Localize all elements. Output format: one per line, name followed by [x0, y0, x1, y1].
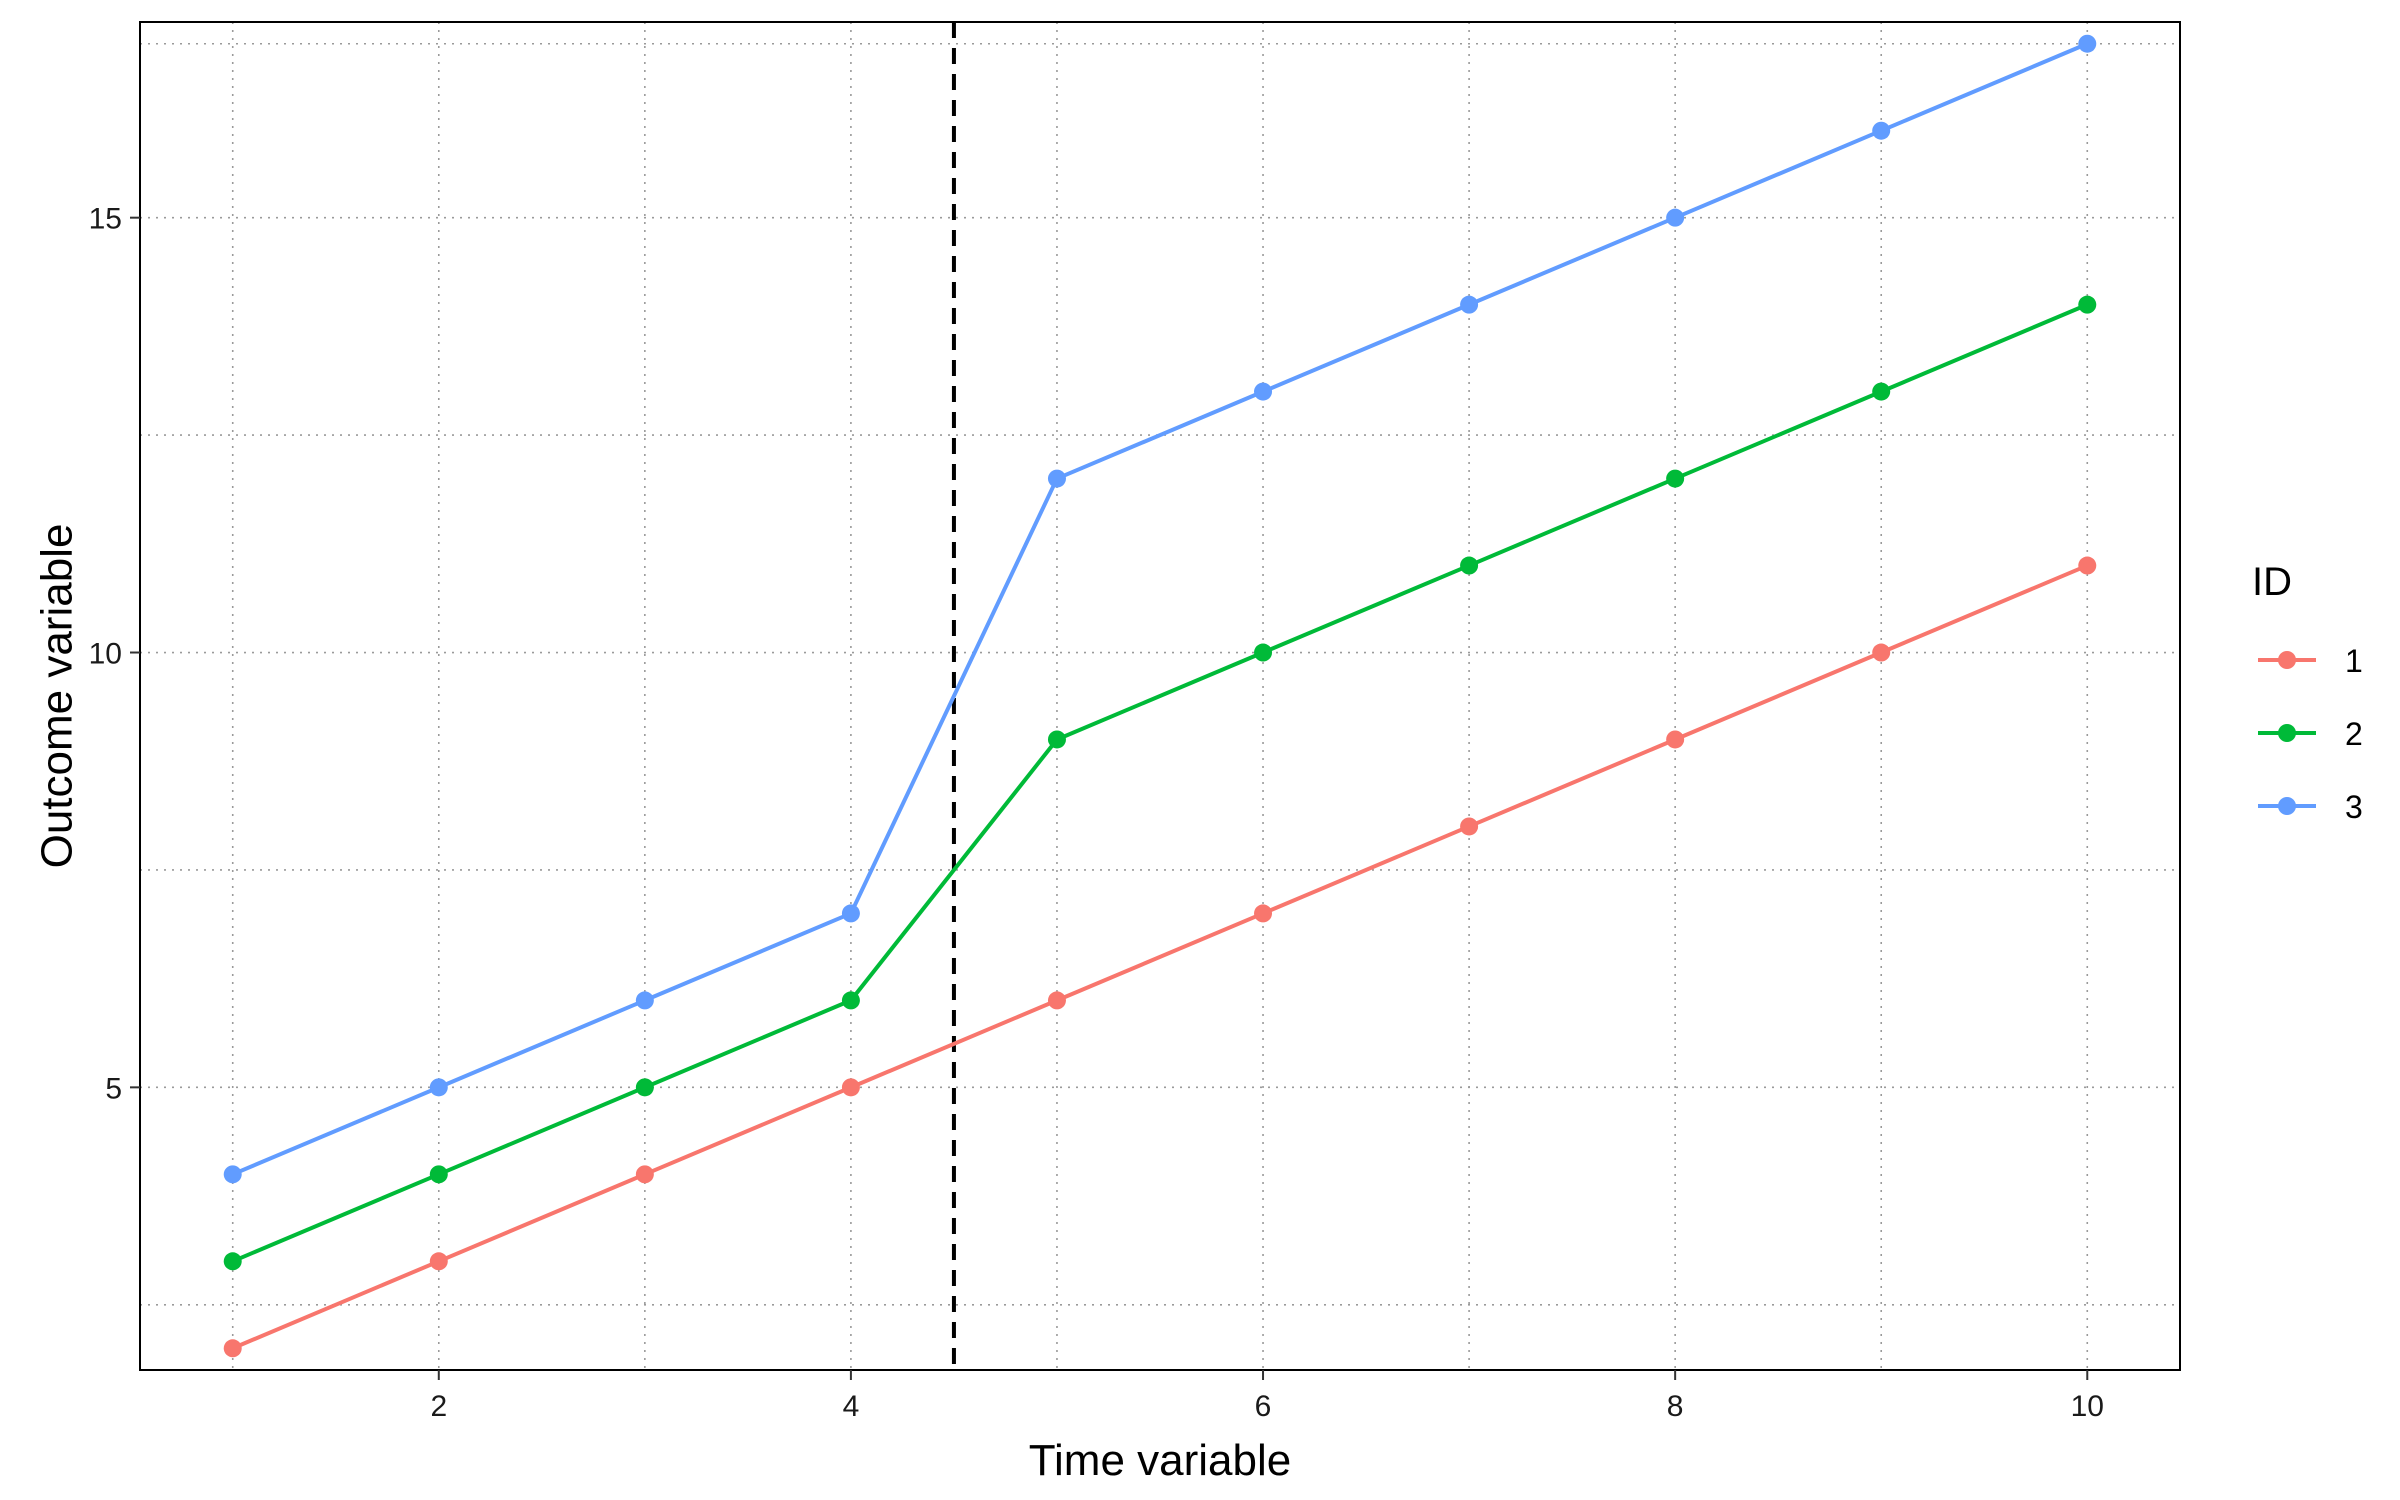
series-line-2 [231, 302, 2089, 1264]
data-point [1872, 643, 1891, 662]
legend-key-point [2278, 651, 2296, 669]
x-axis-title: Time variable [1029, 1436, 1291, 1485]
y-tick-label: 5 [105, 1072, 122, 1105]
y-axis-title: Outcome variable [32, 524, 81, 869]
plot-panel-border [139, 21, 2181, 1371]
data-point [1460, 556, 1479, 575]
data-point [1047, 730, 1066, 749]
data-point [1254, 382, 1273, 401]
series-3 [223, 34, 2097, 1184]
data-point [223, 1165, 242, 1184]
x-tick-label: 8 [1667, 1390, 1684, 1423]
data-point [429, 1252, 448, 1271]
legend-item-1: 1 [2258, 643, 2363, 679]
data-point [1047, 469, 1066, 488]
data-point [1460, 817, 1479, 836]
series-2 [223, 295, 2097, 1271]
series-1 [223, 556, 2097, 1358]
data-point [1254, 643, 1273, 662]
legend-title: ID [2252, 560, 2292, 604]
x-tick-label: 2 [430, 1390, 447, 1423]
data-point [1666, 730, 1685, 749]
data-point [841, 1078, 860, 1097]
legend-key-point [2278, 724, 2296, 742]
series-line-1 [231, 563, 2089, 1351]
data-point [2078, 34, 2097, 53]
x-tick-label: 6 [1255, 1390, 1272, 1423]
legend-key-point [2278, 797, 2296, 815]
data-point [429, 1165, 448, 1184]
data-point [1460, 295, 1479, 314]
data-point [841, 991, 860, 1010]
data-point [223, 1252, 242, 1271]
x-tick-label: 4 [843, 1390, 860, 1423]
data-point [1872, 121, 1891, 140]
data-point [635, 1165, 654, 1184]
data-point [635, 991, 654, 1010]
data-point [2078, 556, 2097, 575]
data-point [1666, 469, 1685, 488]
legend-item-2: 2 [2258, 716, 2363, 752]
data-point [429, 1078, 448, 1097]
x-tick-label: 10 [2071, 1390, 2104, 1423]
data-point [1254, 904, 1273, 923]
data-point [223, 1339, 242, 1358]
grid [140, 22, 2180, 1370]
series-layer [223, 34, 2097, 1358]
x-axis: 2 4 6 8 10 [430, 1370, 2104, 1423]
data-point [1666, 208, 1685, 227]
y-tick-label: 15 [89, 203, 122, 236]
data-point [841, 904, 860, 923]
data-point [635, 1078, 654, 1097]
legend-label: 3 [2345, 789, 2363, 825]
data-point [2078, 295, 2097, 314]
legend-item-3: 3 [2258, 789, 2363, 825]
data-point [1047, 991, 1066, 1010]
legend-label: 1 [2345, 643, 2363, 679]
series-line-3 [231, 41, 2089, 1177]
legend: ID 1 2 3 [2252, 560, 2363, 825]
data-point [1872, 382, 1891, 401]
legend-label: 2 [2345, 716, 2363, 752]
y-axis: 5 10 15 [89, 203, 140, 1105]
y-tick-label: 10 [89, 638, 122, 671]
